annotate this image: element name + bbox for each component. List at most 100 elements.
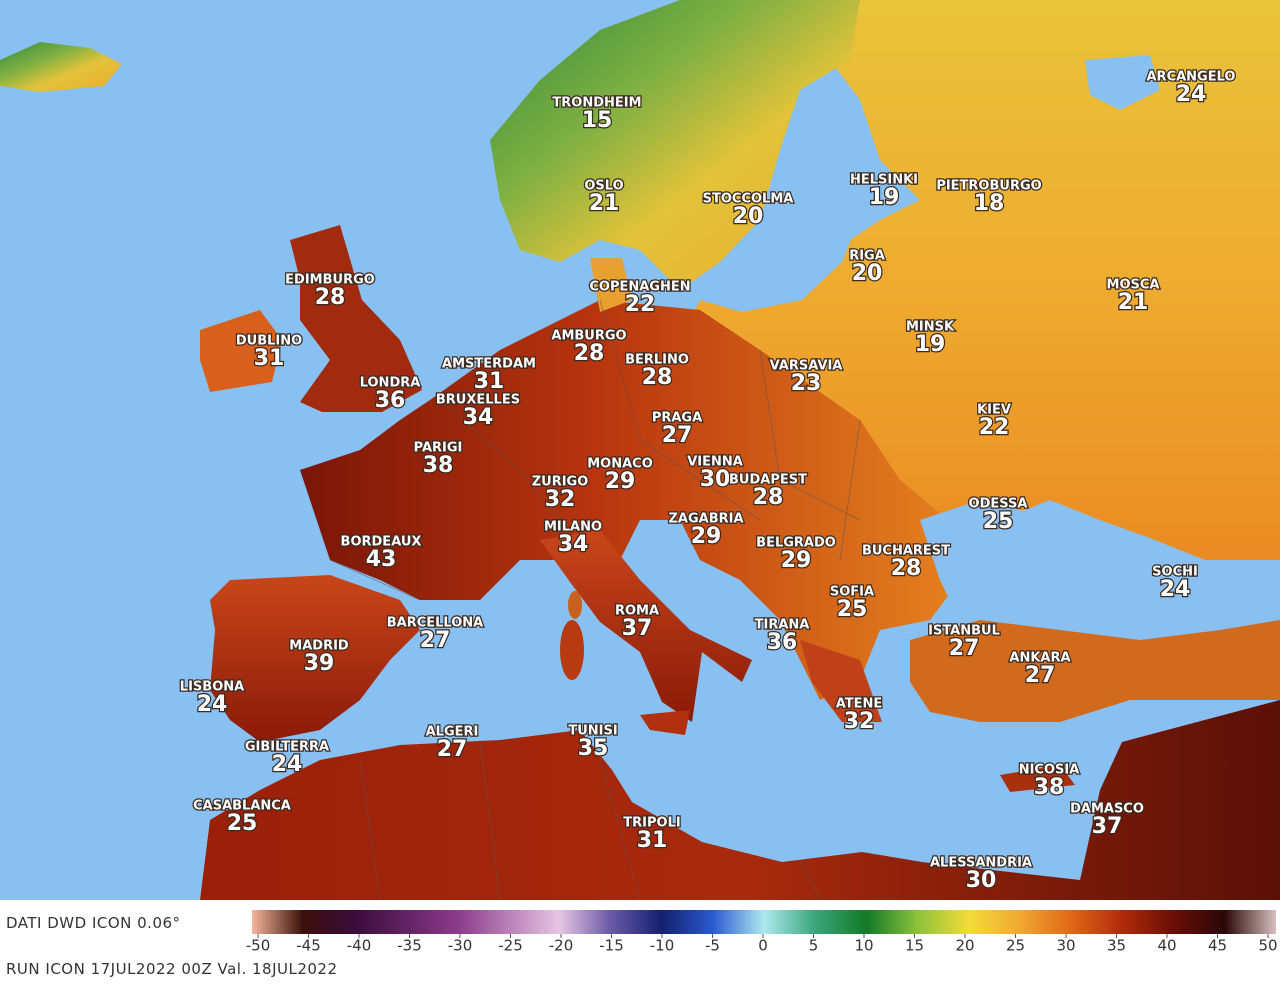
city-name: PIETROBURGO <box>936 179 1041 194</box>
city-name: PRAGA <box>652 411 702 426</box>
city-temperature: 27 <box>420 628 451 653</box>
city-name: AMBURGO <box>551 329 626 344</box>
footer: DATI DWD ICON 0.06° RUN ICON 17JUL2022 0… <box>0 900 1280 987</box>
source-text: DATI DWD ICON 0.06° <box>6 914 181 932</box>
city-name: ALESSANDRIA <box>930 856 1032 871</box>
baltic-sea <box>700 150 902 312</box>
city-name: BORDEAUX <box>341 535 422 550</box>
city-name: CASABLANCA <box>193 799 291 814</box>
colorbar-tick-label: 5 <box>809 937 819 955</box>
city-temperature: 15 <box>582 108 613 133</box>
city-name: ODESSA <box>969 497 1028 512</box>
city-temperature: 38 <box>1034 775 1065 800</box>
city-name: MINSK <box>906 320 955 335</box>
city-temperature: 29 <box>605 469 636 494</box>
city-temperature: 36 <box>375 388 406 413</box>
city-temperature: 24 <box>197 692 228 717</box>
city-temperature: 27 <box>437 737 468 762</box>
city-temperature: 22 <box>979 415 1010 440</box>
city-temperature: 19 <box>869 185 900 210</box>
colorbar-tick-label: -30 <box>448 937 473 955</box>
city-temperature: 31 <box>254 346 285 371</box>
north-africa <box>200 700 1280 900</box>
city-name: BERLINO <box>625 353 689 368</box>
ireland <box>200 310 282 392</box>
colorbar-tick-label: 15 <box>905 937 924 955</box>
colorbar-tick-label: -45 <box>296 937 321 955</box>
run-text: RUN ICON 17JUL2022 00Z Val. 18JUL2022 <box>6 960 338 978</box>
city-temperature: 27 <box>1025 663 1056 688</box>
city-name: MOSCA <box>1107 278 1160 293</box>
italy <box>540 530 752 722</box>
colorbar-tick-label: -50 <box>246 937 271 955</box>
white-sea <box>1085 55 1160 110</box>
city-name: SOFIA <box>830 585 874 600</box>
city-temperature: 24 <box>1160 577 1191 602</box>
colorbar-tick-label: 25 <box>1006 937 1025 955</box>
colorbar-tick-label: -35 <box>397 937 422 955</box>
city-name: KIEV <box>977 403 1011 418</box>
colorbar-tick-label: 50 <box>1258 937 1277 955</box>
city-name: BUDAPEST <box>729 473 807 488</box>
city-name: MILANO <box>544 520 602 535</box>
city-name: ROMA <box>615 604 659 619</box>
greece <box>800 640 882 722</box>
city-temperature: 28 <box>891 556 922 581</box>
city-name: ISTANBUL <box>928 624 1000 639</box>
city-name: RIGA <box>849 249 885 264</box>
city-temperature: 25 <box>227 811 258 836</box>
city-name: MONACO <box>587 457 653 472</box>
colorbar-tick-label: -10 <box>650 937 675 955</box>
city-name: MADRID <box>289 639 349 654</box>
city-name: TIRANA <box>755 618 810 633</box>
denmark <box>590 258 632 312</box>
iberia <box>210 575 420 742</box>
city-temperature: 29 <box>781 548 812 573</box>
colorbar-tick-label: 20 <box>955 937 974 955</box>
city-name: NICOSIA <box>1019 763 1080 778</box>
city-temperature: 25 <box>983 509 1014 534</box>
city-name: ZAGABRIA <box>668 512 743 527</box>
city-name: ANKARA <box>1009 651 1070 666</box>
city-name: VARSAVIA <box>770 359 843 374</box>
city-name: DUBLINO <box>236 334 302 349</box>
city-temperature: 36 <box>767 630 798 655</box>
city-temperature: 37 <box>622 616 653 641</box>
turkey <box>910 620 1280 722</box>
city-temperature: 28 <box>753 485 784 510</box>
city-temperature: 34 <box>558 532 589 557</box>
city-name: ALGERI <box>426 725 479 740</box>
city-name: ZURIGO <box>532 475 589 490</box>
city-name: TUNISI <box>568 724 617 739</box>
city-temperature: 28 <box>315 285 346 310</box>
city-temperature: 35 <box>578 736 609 761</box>
sardinia <box>560 620 584 680</box>
